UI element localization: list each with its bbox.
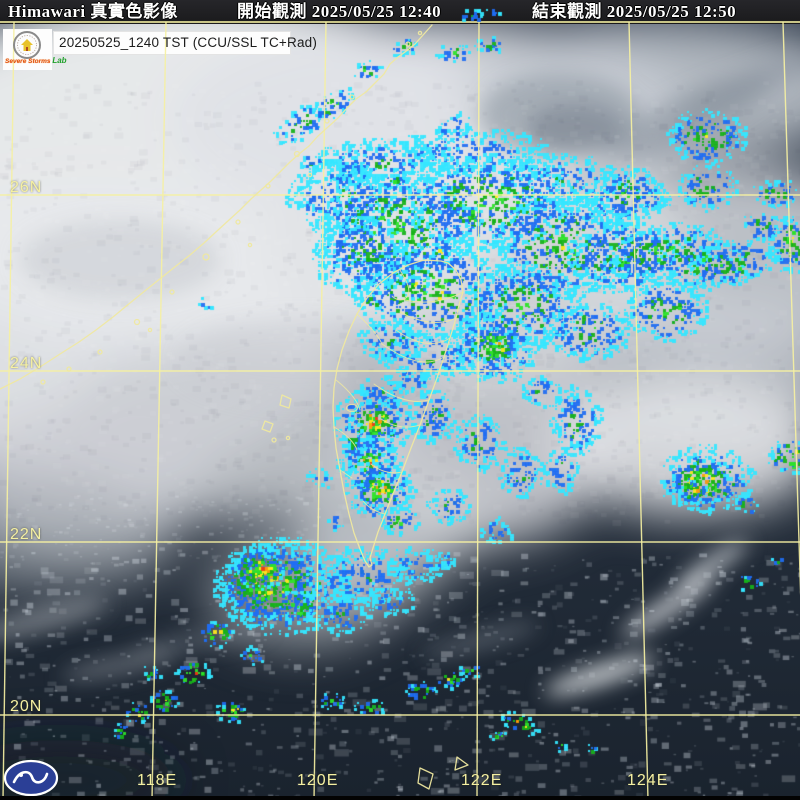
grid-line-28n bbox=[0, 21, 800, 23]
bottom-bar bbox=[0, 796, 800, 800]
info-box bbox=[53, 31, 291, 55]
logo-box bbox=[3, 29, 52, 70]
